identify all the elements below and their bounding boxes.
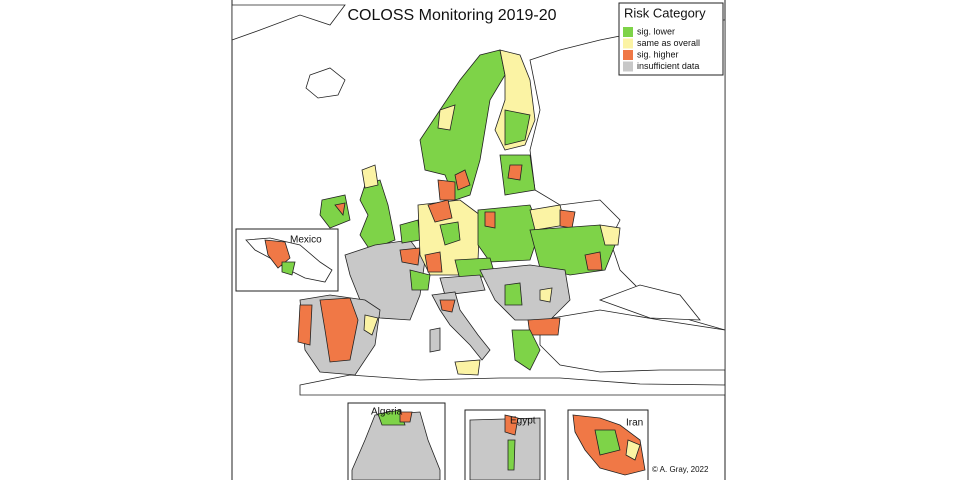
region: [504, 282, 523, 306]
legend: Risk Category sig. lower same as overalls…: [618, 2, 724, 76]
legend-label: sig. higher: [637, 49, 679, 59]
region: [479, 264, 571, 321]
region: [439, 274, 486, 296]
region: [511, 329, 541, 371]
greenland: [231, 4, 346, 41]
region: [594, 429, 621, 456]
region: [454, 359, 481, 376]
legend-swatch: [623, 61, 633, 72]
inset-label: Mexico: [290, 235, 322, 246]
inset-label: Algeria: [371, 407, 403, 418]
region: [363, 314, 379, 336]
turkey: [539, 309, 726, 373]
inset-frame: [464, 409, 546, 480]
region: [429, 327, 441, 353]
region: [437, 179, 456, 201]
iceland: [305, 67, 346, 99]
legend-title: Risk Category: [624, 5, 706, 20]
region: [439, 221, 461, 246]
region: [281, 261, 296, 276]
north-africa: [299, 374, 726, 396]
region: [437, 104, 456, 131]
region: [399, 247, 421, 266]
legend-swatch: [623, 38, 633, 49]
region: [361, 164, 379, 189]
legend-box: [618, 2, 724, 76]
region: [377, 409, 406, 426]
region: [507, 164, 523, 181]
legend-label: sig. lower: [637, 26, 675, 36]
region: [559, 209, 576, 229]
base-map: [231, 4, 726, 396]
region: [409, 269, 431, 291]
legend-label: insufficient data: [637, 61, 699, 71]
region: [439, 299, 456, 313]
legend-swatch: [623, 50, 633, 60]
region: [334, 202, 346, 216]
region: [504, 109, 531, 146]
region: [584, 251, 603, 271]
region: [419, 49, 506, 201]
map-title: COLOSS Monitoring 2019-20: [348, 7, 557, 24]
inset-frame: [347, 402, 446, 480]
inset-label: Iran: [626, 418, 643, 429]
region: [297, 304, 313, 346]
inset-frame: [235, 228, 339, 292]
region: [625, 439, 641, 461]
inset-algeria: Algeria: [347, 402, 446, 480]
region: [399, 411, 413, 423]
region: [599, 224, 621, 246]
inset-iran: Iran: [567, 409, 649, 480]
credit: © A. Gray, 2022: [652, 465, 709, 474]
region: [507, 439, 516, 471]
inset-label: Egypt: [510, 416, 536, 427]
legend-swatch: [623, 27, 633, 37]
region: [351, 411, 441, 480]
inset-frame: [567, 409, 649, 480]
region: [427, 199, 453, 223]
inset-egypt: Egypt: [464, 409, 546, 480]
region: [454, 169, 471, 191]
inset-mexico: Mexico: [235, 228, 339, 292]
region: [484, 211, 496, 229]
legend-label: same as overall: [637, 38, 700, 48]
region: [424, 251, 443, 273]
region: [539, 287, 553, 303]
region: [504, 414, 519, 436]
regions: [297, 49, 621, 376]
region: [527, 317, 561, 336]
region: [319, 297, 359, 363]
caucasus: [598, 284, 701, 321]
